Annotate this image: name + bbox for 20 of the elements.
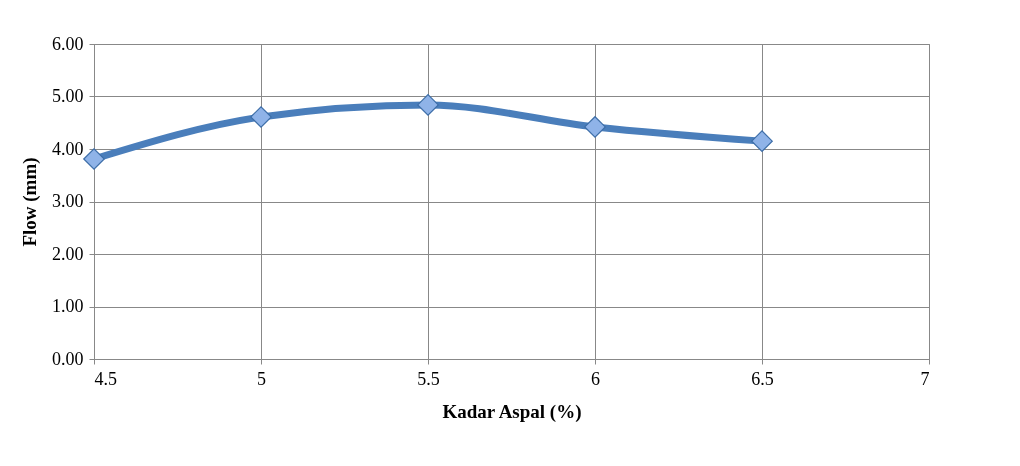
- x-tick-label: 6: [591, 368, 600, 389]
- x-tick-label: 7: [920, 368, 930, 389]
- y-tick-label: 6.00: [52, 33, 84, 54]
- x-tick-label: 5: [257, 368, 266, 389]
- y-tick-label: 5.00: [52, 86, 84, 106]
- point: [83, 148, 105, 170]
- y-tick-label: 4.00: [52, 138, 84, 159]
- x-axis-title: Kadar Aspal (%): [442, 400, 582, 423]
- y-tick-label: 1.00: [52, 296, 84, 316]
- x-tick-label: 6.5: [751, 368, 774, 389]
- y-axis-title: Flow (mm): [19, 157, 41, 247]
- x-tick-label: 4.5: [94, 368, 117, 389]
- point: [584, 116, 606, 138]
- y-tick-label: 0.00: [52, 348, 84, 369]
- point: [250, 106, 272, 128]
- point: [417, 94, 439, 116]
- y-tick-label: 2.00: [52, 243, 84, 264]
- y-tick-label: 3.00: [52, 191, 84, 211]
- point: [751, 130, 773, 152]
- x-tick-label: 5.5: [417, 368, 440, 389]
